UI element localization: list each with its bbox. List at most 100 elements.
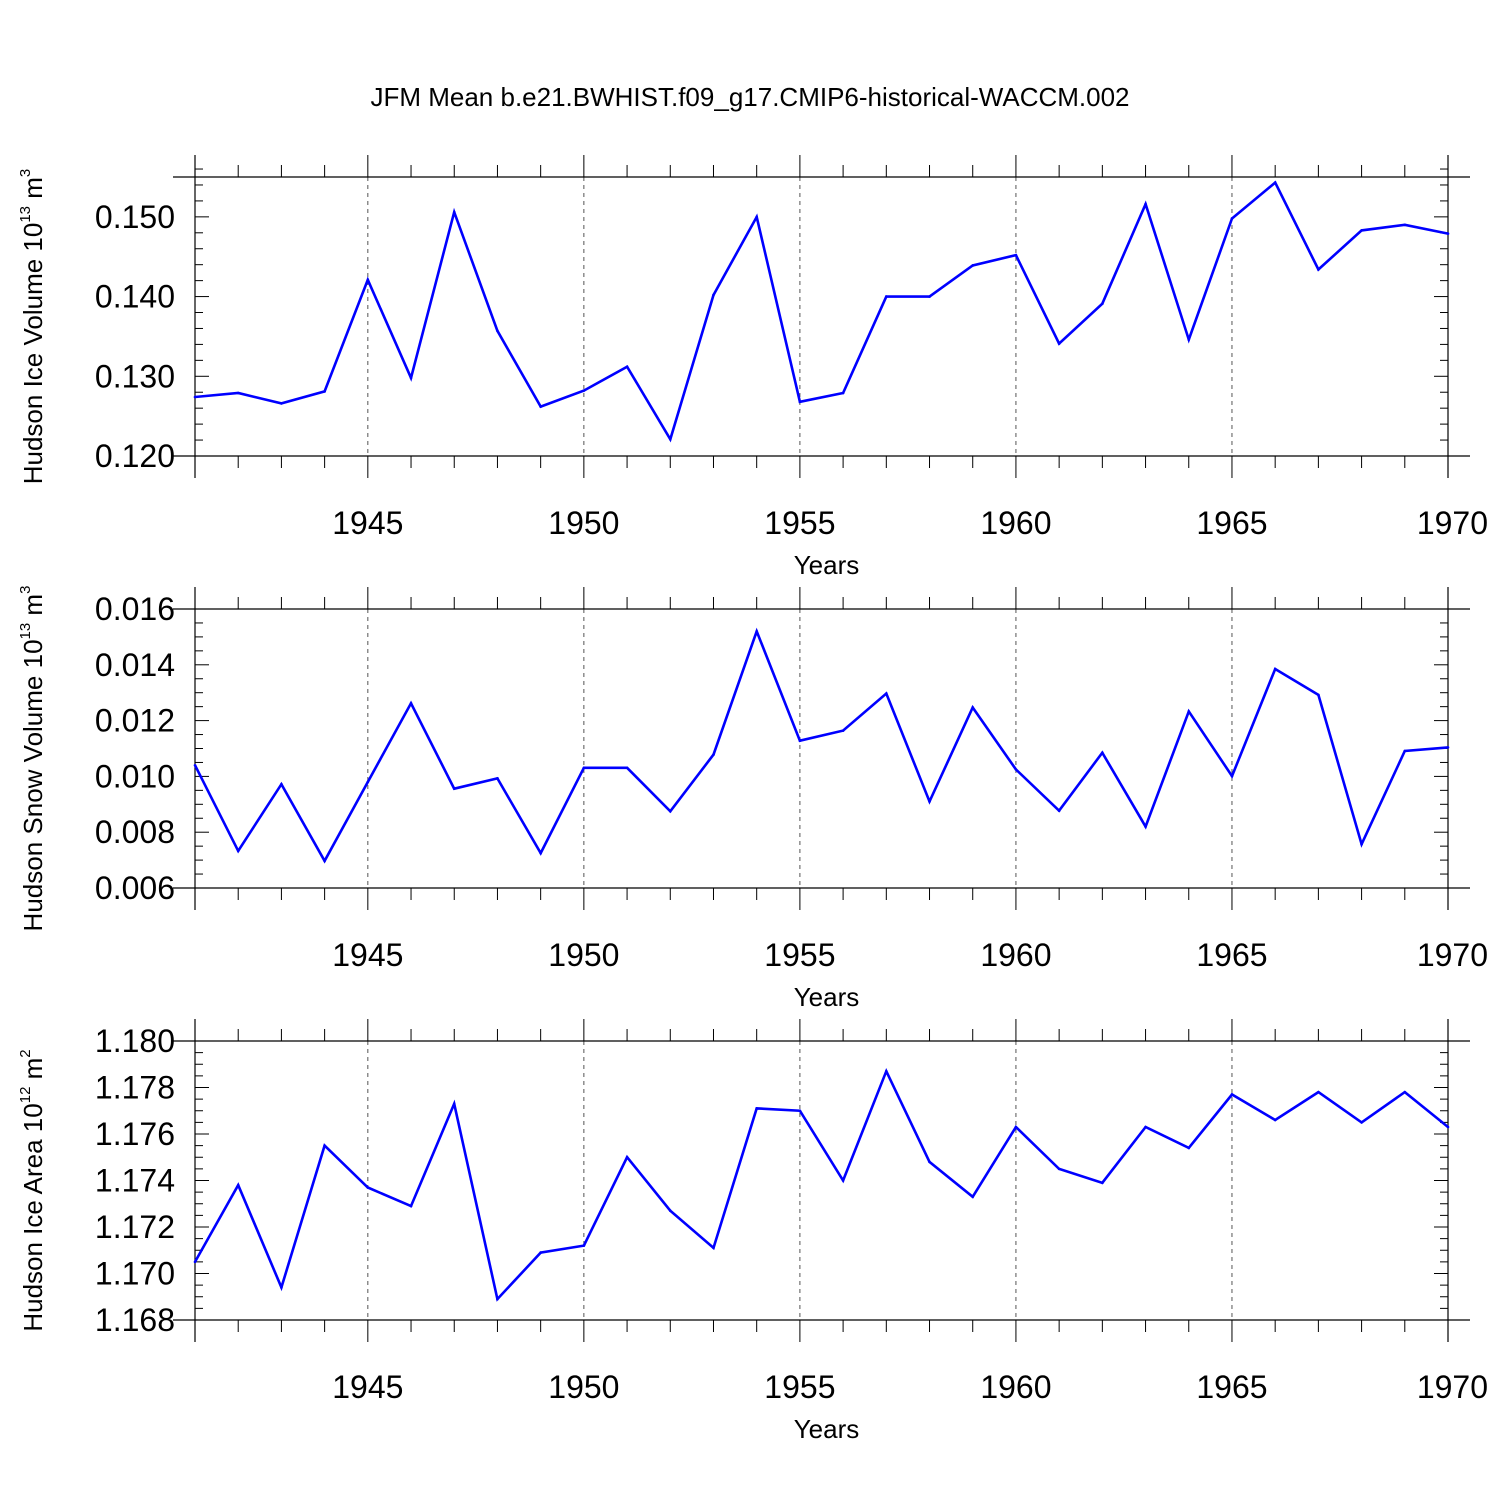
data-point: [1144, 202, 1147, 206]
data-point: [1057, 809, 1061, 813]
data-point: [712, 293, 715, 297]
chart-title: JFM Mean b.e21.BWHIST.f09_g17.CMIP6-hist…: [370, 82, 1129, 112]
y-axis-label-unit-exponent: 2: [17, 1049, 34, 1057]
data-point: [1101, 302, 1104, 306]
x-axis-label: Years: [794, 550, 860, 580]
data-point: [1144, 1125, 1147, 1129]
x-tick-label: 1945: [332, 937, 403, 973]
data-point: [1014, 1125, 1018, 1129]
data-point: [280, 402, 283, 405]
series-line: [194, 180, 1449, 443]
data-point: [668, 809, 672, 813]
x-tick-label: 1960: [980, 1369, 1051, 1405]
data-point: [539, 405, 542, 408]
data-point: [971, 264, 975, 267]
data-point: [539, 1251, 542, 1254]
y-tick-label: 0.014: [95, 647, 175, 683]
y-axis-label-unit: m: [18, 177, 48, 206]
data-point: [885, 295, 888, 298]
data-point: [1101, 751, 1104, 754]
data-point: [668, 1209, 672, 1213]
x-tick-label: 1960: [980, 505, 1051, 541]
y-axis-label-text: Hudson Ice Area 10: [18, 1103, 48, 1331]
data-point: [798, 400, 802, 404]
y-tick-label: 0.140: [95, 279, 175, 315]
data-point: [409, 702, 413, 705]
data-point: [496, 1297, 499, 1301]
ice-area-panel: 1.168 1.170 1.172 1.174 1.176 1.178 1.180 1945 1…: [17, 1019, 1488, 1444]
data-point: [1317, 693, 1320, 697]
x-tick-label: 1955: [764, 1369, 835, 1405]
snow-volume-panel: 0.006 0.008 0.010 0.012 0.014 0.016 1945 1950 19…: [17, 586, 1488, 1012]
data-point: [841, 391, 845, 395]
data-point: [1446, 1125, 1450, 1129]
data-point: [1446, 746, 1450, 749]
y-axis-label-unit: m: [18, 1058, 48, 1087]
data-point: [1403, 223, 1407, 227]
x-tick-label: 1950: [548, 1369, 619, 1405]
data-point: [1144, 825, 1147, 828]
y-tick-label: 0.008: [95, 814, 175, 850]
y-axis-label: Hudson Snow Volume 1013 m3: [17, 586, 48, 932]
data-point: [236, 849, 240, 853]
x-tick-label: 1950: [548, 937, 619, 973]
y-tick-label: 1.172: [95, 1209, 175, 1245]
data-point: [323, 859, 326, 863]
data-point: [1187, 1146, 1191, 1150]
data-point: [928, 1160, 931, 1164]
y-axis-label-unit: m: [18, 594, 48, 623]
series-line: [193, 1067, 1449, 1302]
data-point: [755, 630, 758, 633]
data-point: [928, 295, 931, 298]
y-tick-label: 0.006: [95, 870, 175, 906]
data-point: [193, 1260, 197, 1264]
data-point: [1230, 1093, 1234, 1096]
data-point: [366, 1186, 370, 1189]
data-point: [452, 787, 456, 790]
data-point: [539, 851, 542, 855]
data-point: [1057, 342, 1061, 345]
data-point: [323, 1144, 326, 1147]
data-point: [1360, 842, 1363, 846]
data-point: [1014, 253, 1018, 257]
data-point: [409, 376, 413, 380]
data-point: [885, 692, 888, 695]
data-point: [712, 1246, 715, 1250]
data-point: [1317, 1090, 1320, 1094]
data-point: [928, 800, 931, 803]
data-point: [841, 729, 845, 732]
data-point: [236, 391, 240, 395]
x-tick-label: 1955: [764, 937, 835, 973]
data-point: [1101, 1181, 1104, 1185]
data-point: [496, 329, 499, 333]
data-point: [755, 1107, 758, 1110]
data-point: [712, 753, 715, 756]
y-tick-label: 1.176: [95, 1116, 175, 1152]
data-point: [280, 782, 283, 786]
y-tick-label: 0.012: [95, 703, 175, 739]
data-point: [668, 437, 672, 441]
data-point: [1403, 749, 1407, 753]
data-point: [885, 1069, 888, 1073]
data-point: [1403, 1090, 1407, 1094]
data-point: [755, 215, 758, 219]
y-tick-label: 1.180: [95, 1023, 175, 1059]
y-axis-label-text: Hudson Ice Volume 10: [18, 223, 48, 485]
data-point: [1187, 338, 1191, 341]
y-tick-label: 0.130: [95, 358, 175, 394]
y-tick-label: 1.168: [95, 1302, 175, 1338]
data-point: [236, 1183, 240, 1187]
data-point: [1187, 710, 1191, 713]
ice-volume-panel: 0.120 0.130 0.140 0.150 1945 1950 1955 1960 1965…: [17, 155, 1488, 580]
data-point: [366, 278, 370, 282]
data-point: [1360, 1121, 1363, 1124]
data-point: [280, 1286, 283, 1289]
x-tick-label: 1965: [1196, 1369, 1267, 1405]
data-point: [1273, 667, 1277, 671]
data-point: [1014, 768, 1018, 771]
y-axis-label-exponent: 13: [17, 623, 34, 640]
y-axis-label-exponent: 12: [17, 1087, 34, 1104]
data-point: [1446, 232, 1450, 235]
x-axis-label: Years: [794, 1414, 860, 1444]
